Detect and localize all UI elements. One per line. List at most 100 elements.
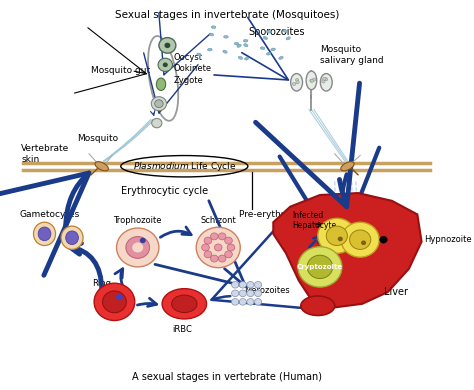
Text: $\it{Plasmodium}$ Life Cycle: $\it{Plasmodium}$ Life Cycle (133, 160, 236, 173)
Circle shape (140, 238, 146, 243)
Circle shape (204, 251, 212, 258)
Circle shape (298, 247, 342, 287)
Circle shape (349, 230, 371, 250)
Ellipse shape (263, 36, 267, 39)
Ellipse shape (172, 295, 197, 312)
Circle shape (323, 77, 326, 80)
Ellipse shape (61, 226, 83, 250)
Text: Ring: Ring (92, 278, 111, 287)
Ellipse shape (224, 35, 228, 38)
Circle shape (239, 290, 246, 297)
Text: Mosquito
salivary gland: Mosquito salivary gland (320, 45, 383, 65)
Text: Sexual stages in invertebrate (Mosquitoes): Sexual stages in invertebrate (Mosquitoe… (115, 11, 339, 20)
Ellipse shape (234, 42, 239, 45)
Text: Infected
Hepatocyte: Infected Hepatocyte (292, 211, 337, 230)
Text: Cryptozoite: Cryptozoite (297, 264, 343, 270)
Circle shape (163, 62, 168, 67)
Circle shape (126, 237, 150, 258)
Ellipse shape (283, 29, 287, 32)
Circle shape (94, 283, 135, 321)
Circle shape (196, 227, 240, 268)
Ellipse shape (223, 50, 227, 53)
Circle shape (102, 291, 126, 313)
Ellipse shape (95, 162, 109, 171)
Circle shape (239, 299, 246, 305)
Ellipse shape (306, 71, 317, 90)
Ellipse shape (271, 48, 275, 51)
Circle shape (227, 244, 235, 251)
Ellipse shape (260, 47, 265, 50)
Ellipse shape (238, 56, 243, 59)
Text: Hypnozoite: Hypnozoite (424, 235, 471, 244)
Text: Sporozoites: Sporozoites (248, 27, 304, 37)
Circle shape (380, 236, 387, 243)
Circle shape (155, 100, 163, 108)
Circle shape (151, 97, 166, 111)
Circle shape (307, 255, 333, 278)
Ellipse shape (156, 78, 166, 90)
Circle shape (132, 243, 143, 252)
Polygon shape (273, 193, 421, 308)
Ellipse shape (244, 44, 248, 47)
Text: Ookinete: Ookinete (174, 64, 212, 73)
Ellipse shape (266, 52, 271, 55)
Circle shape (210, 233, 218, 240)
Ellipse shape (66, 231, 78, 245)
Ellipse shape (211, 26, 216, 28)
Text: Erythrocytic cycle: Erythrocytic cycle (121, 186, 208, 196)
Text: Mosquito gut: Mosquito gut (91, 66, 150, 75)
Circle shape (247, 299, 254, 305)
Circle shape (225, 251, 232, 258)
Circle shape (164, 43, 170, 48)
Circle shape (202, 244, 210, 251)
Ellipse shape (245, 57, 249, 60)
Circle shape (337, 237, 343, 241)
Ellipse shape (286, 37, 291, 40)
Text: Pre-erythrocytic cycle: Pre-erythrocytic cycle (239, 210, 338, 219)
Text: Oocyst: Oocyst (174, 53, 203, 62)
Circle shape (204, 237, 212, 244)
Text: Liver: Liver (384, 287, 408, 297)
Circle shape (310, 79, 313, 82)
Circle shape (152, 119, 162, 128)
Circle shape (292, 82, 296, 85)
Text: Mosquito: Mosquito (77, 133, 118, 142)
Circle shape (158, 58, 173, 71)
Text: Trophozoite: Trophozoite (113, 216, 162, 225)
Circle shape (310, 79, 314, 82)
Circle shape (247, 282, 254, 288)
Text: Schizont: Schizont (201, 216, 236, 225)
Ellipse shape (291, 74, 302, 91)
Circle shape (312, 78, 316, 81)
Ellipse shape (38, 227, 51, 241)
Circle shape (232, 282, 239, 288)
Circle shape (341, 222, 379, 257)
Ellipse shape (34, 222, 55, 246)
Ellipse shape (266, 30, 271, 33)
Circle shape (295, 78, 299, 82)
Circle shape (232, 290, 239, 297)
Circle shape (219, 255, 226, 262)
Circle shape (255, 299, 262, 305)
Ellipse shape (279, 56, 283, 59)
Circle shape (159, 37, 176, 53)
Text: A sexual stages in vertebrate (Human): A sexual stages in vertebrate (Human) (132, 372, 322, 381)
Circle shape (296, 81, 299, 84)
Circle shape (324, 78, 328, 81)
Circle shape (361, 241, 366, 245)
Ellipse shape (320, 74, 332, 91)
Circle shape (116, 294, 123, 300)
Circle shape (318, 218, 356, 253)
Circle shape (326, 226, 347, 246)
Circle shape (214, 244, 222, 251)
Circle shape (117, 228, 159, 267)
Text: Gametocytes: Gametocytes (19, 210, 79, 219)
Circle shape (210, 255, 218, 262)
Text: iRBC: iRBC (172, 325, 192, 334)
Circle shape (255, 282, 262, 288)
Ellipse shape (301, 296, 335, 316)
Text: Merozoites: Merozoites (244, 286, 290, 295)
Circle shape (219, 233, 226, 240)
Circle shape (232, 299, 239, 305)
Text: Vertebrate
skin: Vertebrate skin (21, 145, 70, 164)
